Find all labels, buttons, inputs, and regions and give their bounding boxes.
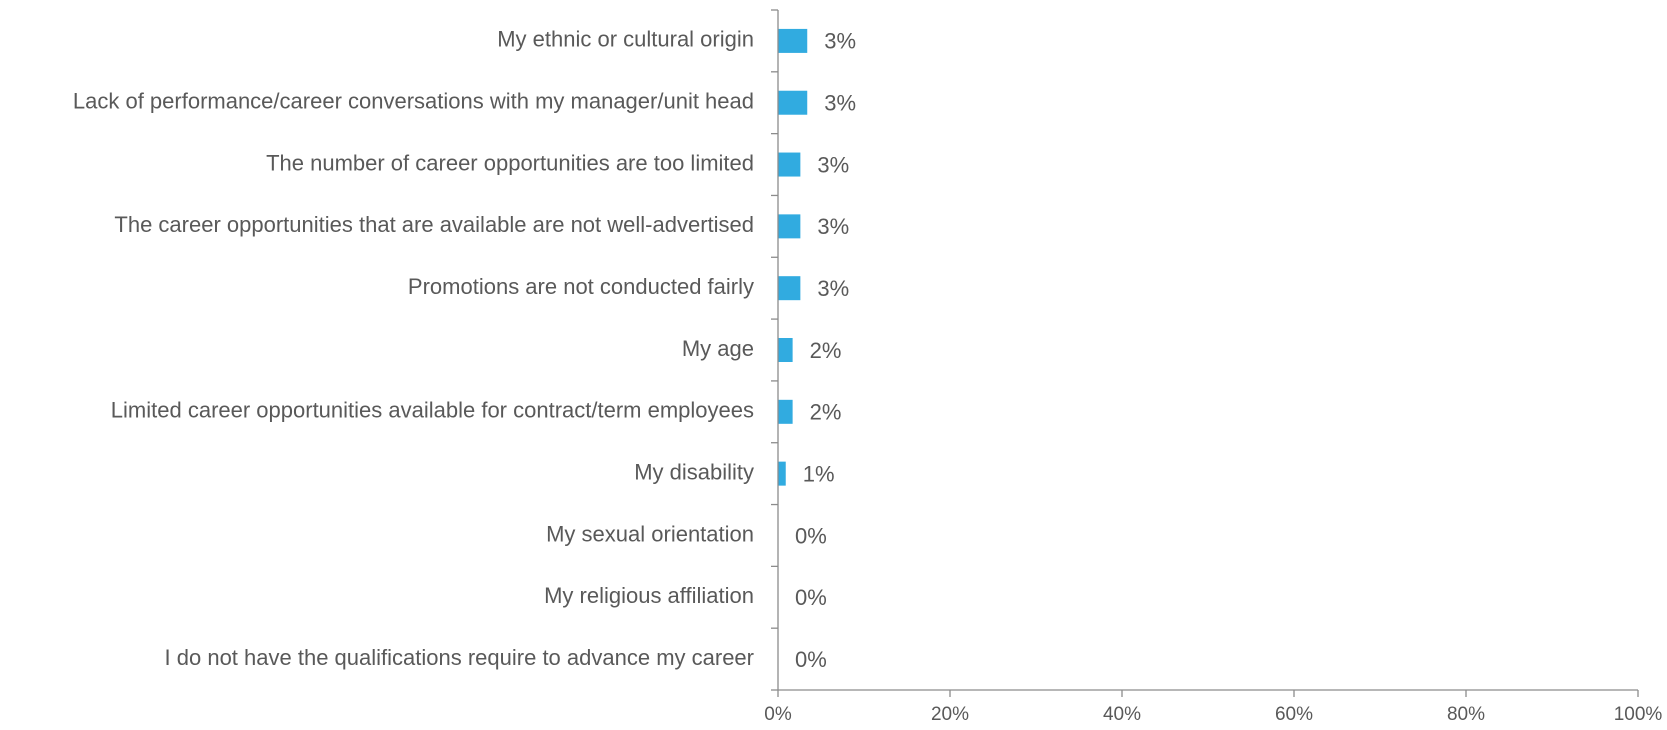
data-label: 1% (803, 461, 835, 486)
data-label: 3% (817, 276, 849, 301)
category-label: Lack of performance/career conversations… (73, 89, 754, 114)
x-tick-label: 0% (764, 704, 792, 725)
bar (778, 152, 801, 177)
data-label: 2% (810, 400, 842, 425)
category-label: Promotions are not conducted fairly (408, 274, 754, 299)
x-tick-label: 60% (1275, 704, 1313, 725)
data-label: 3% (824, 29, 856, 54)
category-label: My age (682, 336, 754, 361)
x-tick-label: 100% (1614, 704, 1663, 725)
data-label: 0% (795, 647, 827, 672)
bars-layer (778, 28, 808, 486)
bar (778, 338, 793, 362)
data-label: 0% (795, 585, 827, 610)
data-label: 2% (810, 338, 842, 363)
bar (778, 276, 801, 301)
bar (778, 461, 786, 486)
data-label: 3% (817, 152, 849, 177)
category-label: My ethnic or cultural origin (497, 27, 754, 52)
category-label: I do not have the qualifications require… (165, 645, 754, 670)
category-label: My disability (634, 459, 754, 484)
category-label: My religious affiliation (544, 583, 754, 608)
x-tick-label: 20% (931, 704, 969, 725)
bar (778, 90, 808, 115)
x-tick-label: 40% (1103, 704, 1141, 725)
bar (778, 28, 808, 53)
axes-layer: 0% 20% 40% 60% 80% 100% (764, 9, 1663, 725)
x-tick-label: 80% (1447, 704, 1485, 725)
category-label: Limited career opportunities available f… (111, 398, 754, 423)
data-label: 3% (817, 214, 849, 239)
bar (778, 214, 801, 239)
category-label: The career opportunities that are availa… (114, 212, 754, 237)
category-label: The number of career opportunities are t… (266, 150, 754, 175)
bar (778, 399, 793, 424)
data-label: 3% (824, 91, 856, 116)
labels-layer: My ethnic or cultural origin 3% Lack of pe… (73, 27, 856, 672)
category-label: My sexual orientation (546, 521, 754, 546)
data-label: 0% (795, 523, 827, 548)
